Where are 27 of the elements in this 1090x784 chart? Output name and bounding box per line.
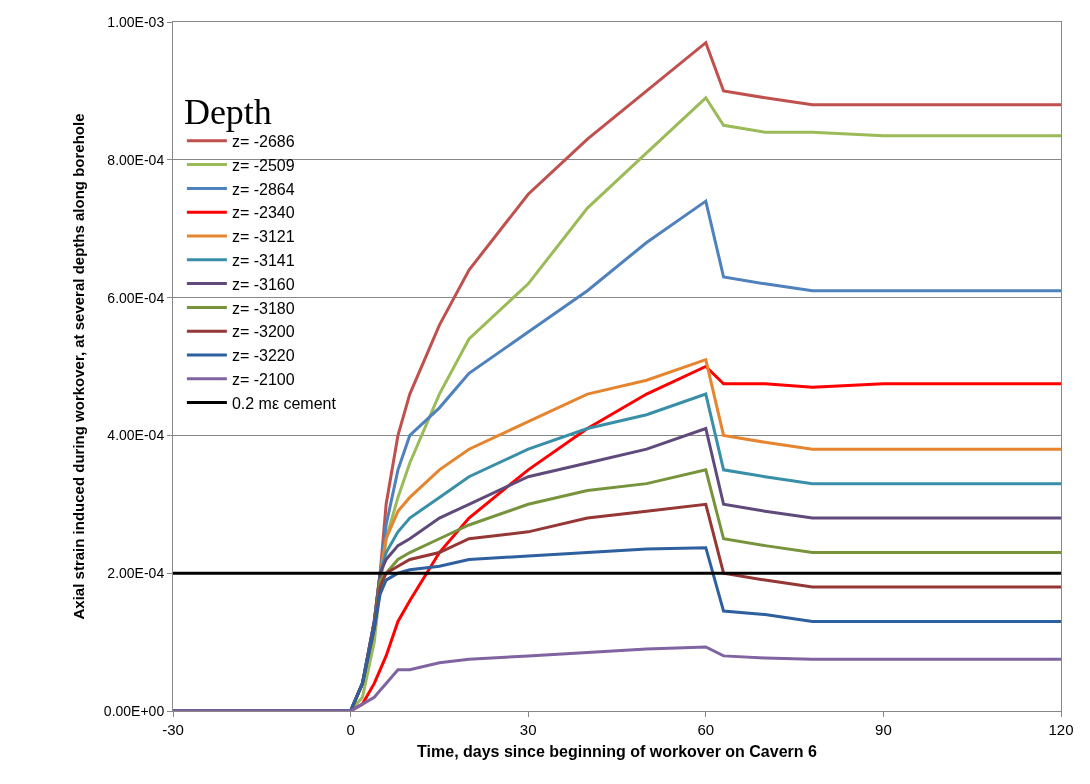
y-tick-label: 2.00E-04 xyxy=(107,565,165,582)
y-tick-label: 6.00E-04 xyxy=(107,289,165,306)
y-tick-label: 4.00E-04 xyxy=(107,427,165,444)
legend-label: z= -2509 xyxy=(231,156,295,174)
y-tick-label: 0.00E+00 xyxy=(103,702,165,719)
legend-label: z= -3200 xyxy=(231,323,295,341)
x-tick-label: 30 xyxy=(519,721,537,738)
y-tick-label: 1.00E-03 xyxy=(107,13,165,30)
legend-label: z= -2100 xyxy=(231,371,295,389)
legend-title: Depth xyxy=(183,91,272,132)
y-tick-label: 8.00E-04 xyxy=(107,151,165,168)
legend-label: z= -2864 xyxy=(231,180,295,198)
legend-label: z= -3121 xyxy=(231,228,295,246)
x-tick-label: 120 xyxy=(1048,721,1074,738)
x-tick-label: 0 xyxy=(346,721,355,738)
x-tick-label: 90 xyxy=(875,721,892,738)
x-axis-title: Time, days since beginning of workover on Cavern 6 xyxy=(417,742,818,760)
y-axis-title: Axial strain induced during workover, at several depths along borehole xyxy=(70,113,88,620)
legend-label: z= -3160 xyxy=(231,275,295,293)
legend-label: z= -3180 xyxy=(231,299,295,317)
legend-label: 0.2 mε cement xyxy=(231,394,337,412)
legend-label: z= -2686 xyxy=(231,133,295,151)
legend-label: z= -3220 xyxy=(231,347,295,365)
legend-label: z= -3141 xyxy=(231,252,295,270)
x-tick-label: 60 xyxy=(697,721,715,738)
legend-label: z= -2340 xyxy=(231,204,295,222)
x-tick-label: -30 xyxy=(162,721,184,738)
